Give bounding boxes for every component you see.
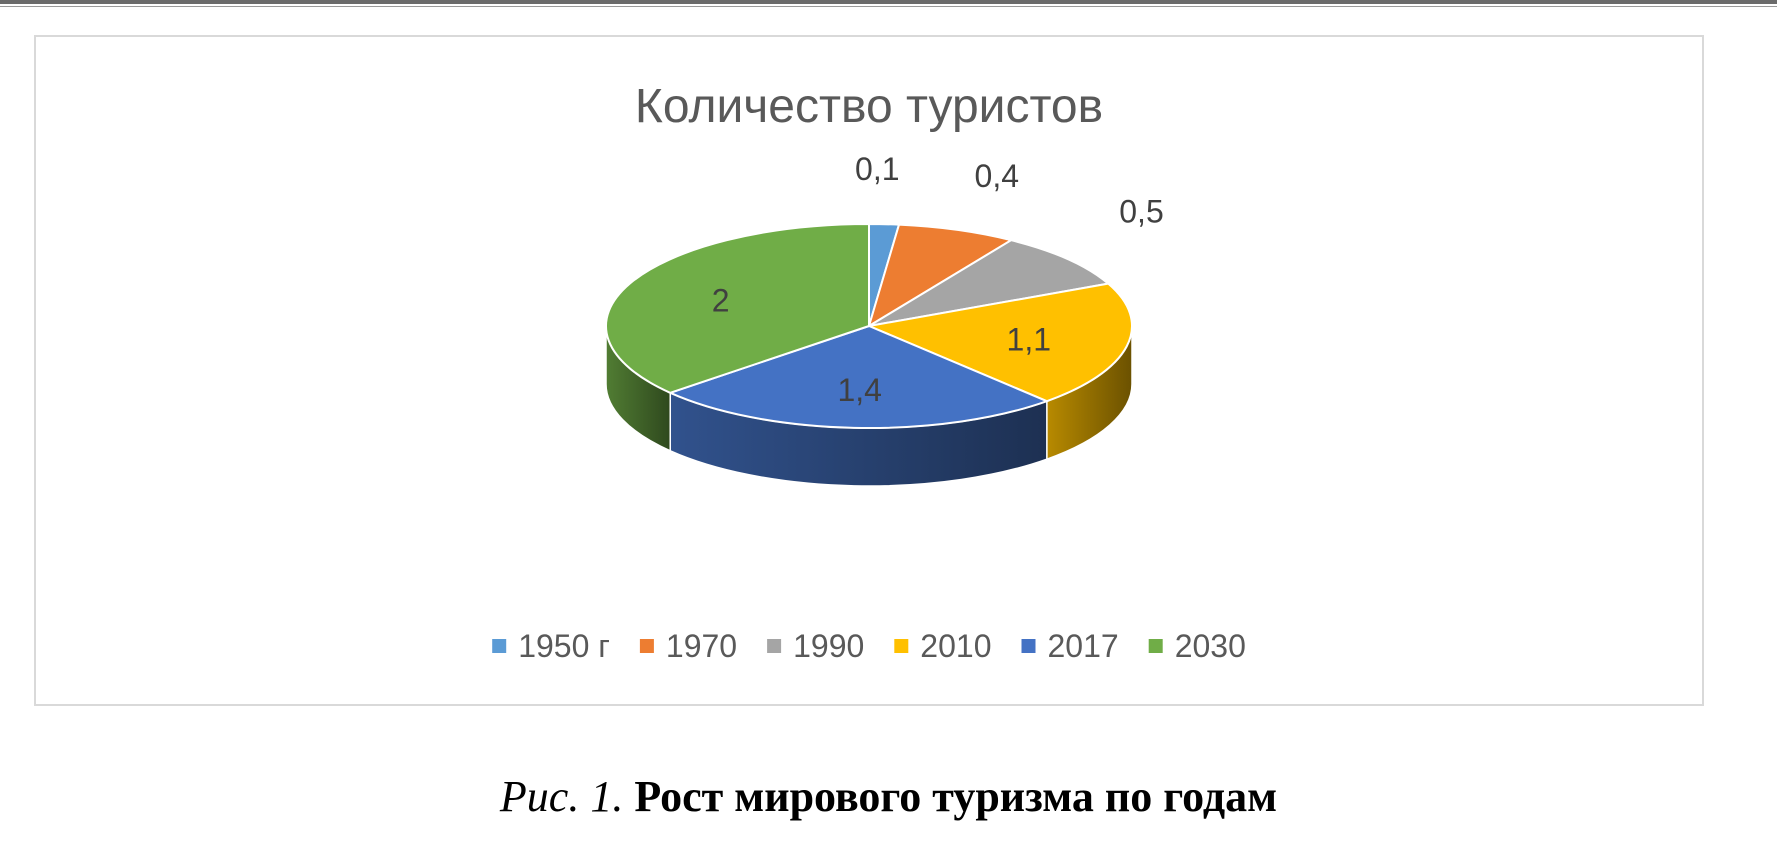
data-labels: 0,1 0,4 0,5 1,1 1,4 2 — [712, 151, 1164, 408]
data-label-2010: 1,1 — [1007, 322, 1051, 358]
data-label-1950 г: 0,1 — [855, 151, 899, 187]
legend-swatch-1950 г — [492, 639, 507, 653]
data-label-1990: 0,5 — [1119, 194, 1163, 230]
legend-label-2030: 2030 — [1175, 628, 1246, 664]
legend: 1950 г 1970 1990 2010 2017 2030 — [492, 628, 1246, 664]
legend-label-1990: 1990 — [793, 628, 864, 664]
legend-label-2017: 2017 — [1048, 628, 1119, 664]
legend-swatch-1990 — [767, 639, 782, 653]
pie-slice-1970 — [867, 223, 1014, 329]
pie-slice-2030 — [605, 222, 870, 394]
data-label-1970: 0,4 — [975, 158, 1019, 194]
chart-title: Количество туристов — [635, 80, 1103, 133]
top-rule-secondary — [0, 6, 1777, 7]
legend-label-2010: 2010 — [920, 628, 991, 664]
caption-prefix: Рис. 1. — [499, 772, 635, 821]
legend-swatch-1970 — [639, 639, 654, 653]
pie-slice-2017 — [667, 324, 1050, 429]
top-rule — [0, 0, 1777, 4]
data-label-2017: 1,4 — [837, 372, 881, 408]
caption-text: Рост мирового туризма по годам — [634, 772, 1278, 821]
legend-swatch-2017 — [1021, 639, 1036, 653]
data-label-2030: 2 — [712, 283, 730, 319]
legend-label-1950 г: 1950 г — [518, 628, 610, 664]
pie-sides — [605, 325, 1133, 487]
legend-label-1970: 1970 — [666, 628, 737, 664]
pie-slices — [605, 222, 1133, 429]
pie-slice-2010 — [865, 282, 1133, 403]
legend-swatch-2030 — [1148, 639, 1163, 653]
figure-caption: Рис. 1. Рост мирового туризма по годам — [0, 775, 1777, 819]
legend-swatch-2010 — [894, 639, 909, 653]
pie-slice-1990 — [868, 239, 1111, 327]
